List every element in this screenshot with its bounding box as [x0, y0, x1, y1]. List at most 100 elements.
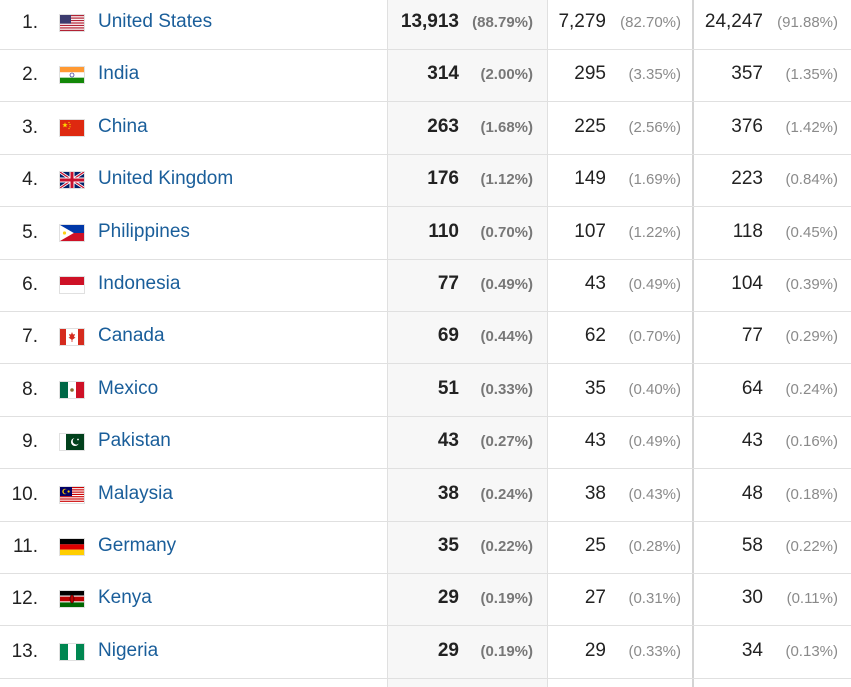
- canada-flag-icon: [60, 329, 84, 345]
- metric3-value: 104: [731, 273, 763, 294]
- table-row: 12. Kenya 29 (0.19%) 27 (0.31%) 30 (0.11%): [0, 574, 851, 626]
- metric3-value: 77: [741, 325, 763, 346]
- metric3-percent: (1.42%): [785, 119, 838, 136]
- metric2-value: 295: [574, 63, 606, 84]
- metric1-value: 43: [437, 430, 459, 451]
- metric3-percent: (0.29%): [785, 328, 838, 345]
- metric1-percent: (1.68%): [480, 119, 533, 136]
- country-link[interactable]: Malaysia: [98, 483, 173, 504]
- metric2-percent: (0.70%): [628, 328, 681, 345]
- metric2-percent: (0.49%): [628, 276, 681, 293]
- metric1-percent: (0.70%): [480, 224, 533, 241]
- metric1-percent: (88.79%): [472, 14, 533, 31]
- row-rank: 6.: [22, 274, 38, 295]
- country-link[interactable]: Germany: [98, 535, 177, 556]
- metric2-percent: (0.28%): [628, 538, 681, 555]
- country-link[interactable]: India: [98, 63, 140, 84]
- table-row: 2. India 314 (2.00%) 295 (3.35%) 357 (1.35%): [0, 50, 851, 102]
- metric3-percent: (0.39%): [785, 276, 838, 293]
- metric2-percent: (1.22%): [628, 224, 681, 241]
- table-row: 4. United Kingdom 176 (1.12%) 149 (1.69%) 223 (…: [0, 155, 851, 207]
- country-link[interactable]: Canada: [98, 325, 165, 346]
- table-row: 3. China 263 (1.68%) 225 (2.56%) 376 (1.42%): [0, 103, 851, 155]
- metric2-percent: (0.43%): [628, 486, 681, 503]
- table-row: 13. Nigeria 29 (0.19%) 29 (0.33%) 34 (0.13%): [0, 627, 851, 679]
- india-flag-icon: [60, 67, 84, 83]
- metric2-value: 25: [584, 535, 606, 556]
- row-rank: 8.: [22, 379, 38, 400]
- table-row: 7. Canada 69 (0.44%) 62 (0.70%) 77 (0.29%): [0, 312, 851, 364]
- nigeria-flag-icon: [60, 644, 84, 660]
- metric2-value: 27: [584, 587, 606, 608]
- metric3-value: 357: [731, 63, 763, 84]
- country-link[interactable]: Pakistan: [98, 430, 171, 451]
- metric1-percent: (0.49%): [480, 276, 533, 293]
- indonesia-flag-icon: [60, 277, 84, 293]
- metric2-value: 43: [584, 430, 606, 451]
- metric3-percent: (0.22%): [785, 538, 838, 555]
- metric3-value: 376: [731, 116, 763, 137]
- metric3-percent: (0.13%): [785, 643, 838, 660]
- metric1-value: 77: [437, 273, 459, 294]
- germany-flag-icon: [60, 539, 84, 555]
- metric2-percent: (3.35%): [628, 66, 681, 83]
- metric3-value: 34: [741, 640, 763, 661]
- table-row: 8. Mexico 51 (0.33%) 35 (0.40%) 64 (0.24%): [0, 365, 851, 417]
- metric2-value: 43: [584, 273, 606, 294]
- column-group-divider: [692, 0, 694, 687]
- country-link[interactable]: Philippines: [98, 221, 190, 242]
- row-rank: 2.: [22, 64, 38, 85]
- metric1-percent: (1.12%): [480, 171, 533, 188]
- metric3-value: 43: [741, 430, 763, 451]
- metric3-percent: (0.18%): [785, 486, 838, 503]
- metric1-percent: (0.44%): [480, 328, 533, 345]
- metric1-value: 110: [428, 221, 459, 242]
- metric1-percent: (0.19%): [480, 590, 533, 607]
- metric3-percent: (0.24%): [785, 381, 838, 398]
- metric3-percent: (0.16%): [785, 433, 838, 450]
- metric1-value: 314: [427, 63, 459, 84]
- row-rank: 4.: [22, 169, 38, 190]
- china-flag-icon: [60, 120, 84, 136]
- metric2-value: 149: [574, 168, 606, 189]
- row-rank: 9.: [22, 431, 38, 452]
- row-rank: 13.: [11, 641, 38, 662]
- metric3-value: 118: [732, 221, 763, 242]
- country-link[interactable]: Kenya: [98, 587, 152, 608]
- table-row: 1. United States 13,913 (88.79%) 7,279 (82.70…: [0, 0, 851, 50]
- us-flag-icon: [60, 15, 84, 31]
- row-rank: 3.: [22, 117, 38, 138]
- metric3-percent: (91.88%): [777, 14, 838, 31]
- pakistan-flag-icon: [60, 434, 84, 450]
- table-row: 5. Philippines 110 (0.70%) 107 (1.22%) 118 (0.4…: [0, 208, 851, 260]
- country-link[interactable]: Mexico: [98, 378, 159, 399]
- metric2-value: 29: [584, 640, 606, 661]
- metric2-percent: (0.40%): [628, 381, 681, 398]
- metric1-value: 263: [427, 116, 459, 137]
- metric3-value: 24,247: [704, 11, 763, 32]
- metric1-percent: (0.19%): [480, 643, 533, 660]
- table-row: 6. Indonesia 77 (0.49%) 43 (0.49%) 104 (0.39%): [0, 260, 851, 312]
- metric2-value: 62: [584, 325, 606, 346]
- country-link[interactable]: Nigeria: [98, 640, 159, 661]
- country-link[interactable]: Indonesia: [98, 273, 181, 294]
- metric2-value: 38: [584, 483, 606, 504]
- row-rank: 12.: [11, 588, 38, 609]
- column-divider: [547, 0, 548, 687]
- table-row: 10. Malaysia 38 (0.24%) 38 (0.43%) 48 (0.18%): [0, 470, 851, 522]
- country-link[interactable]: United States: [98, 11, 213, 32]
- metric3-percent: (0.84%): [785, 171, 838, 188]
- metric3-percent: (0.45%): [785, 224, 838, 241]
- metric1-value: 176: [427, 168, 459, 189]
- metric3-percent: (1.35%): [785, 66, 838, 83]
- row-rank: 1.: [22, 12, 38, 33]
- column-divider: [387, 0, 388, 687]
- metric3-value: 58: [741, 535, 763, 556]
- country-link[interactable]: United Kingdom: [98, 168, 234, 189]
- row-rank: 10.: [11, 484, 38, 505]
- metric1-value: 51: [437, 378, 459, 399]
- country-link[interactable]: China: [98, 116, 148, 137]
- metric1-value: 69: [437, 325, 459, 346]
- row-rank: 11.: [12, 536, 38, 557]
